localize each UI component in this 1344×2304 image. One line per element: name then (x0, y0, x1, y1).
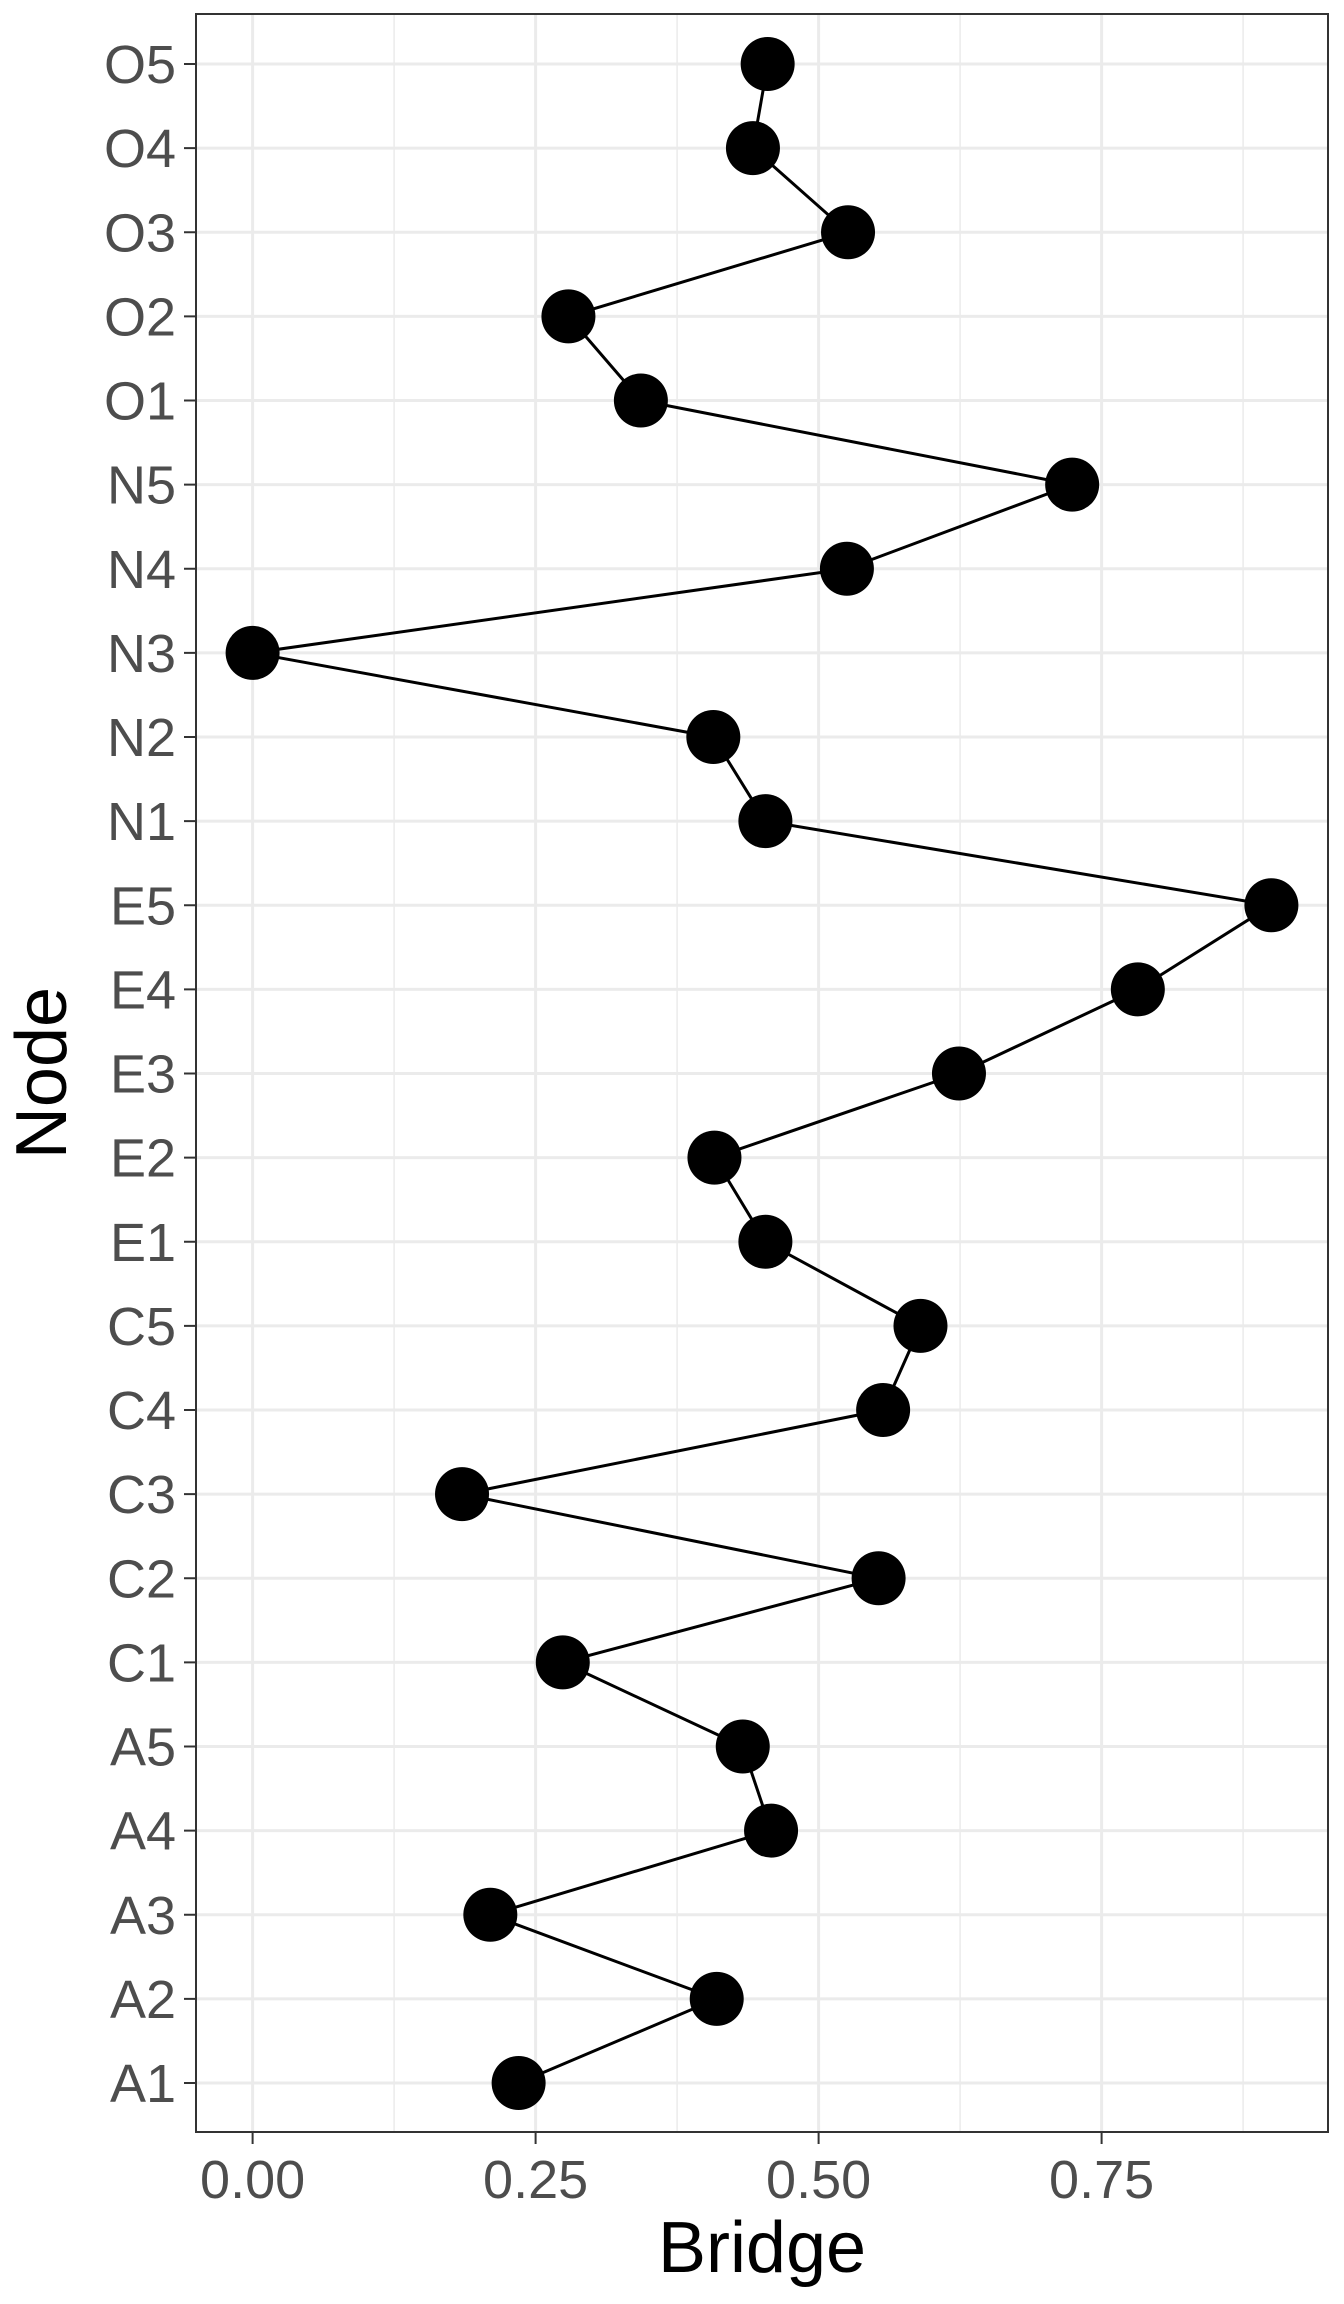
data-point-e3 (931, 1046, 986, 1101)
y-tick-label-c5: C5 (107, 1297, 176, 1357)
data-point-n2 (686, 710, 741, 764)
data-point-a2 (689, 1971, 744, 2026)
data-point-o4 (725, 121, 780, 176)
data-point-n4 (819, 541, 874, 596)
y-tick-label-n4: N4 (107, 540, 176, 600)
data-point-a4 (744, 1803, 799, 1858)
x-axis-title: Bridge (658, 2208, 866, 2288)
y-tick-label-e1: E1 (110, 1213, 176, 1273)
y-tick-label-a5: A5 (110, 1718, 176, 1778)
data-point-a1 (491, 2056, 546, 2110)
data-point-n5 (1045, 457, 1100, 512)
y-tick-label-a1: A1 (110, 2054, 176, 2114)
y-tick-label-n5: N5 (107, 456, 176, 516)
data-point-n1 (738, 794, 793, 849)
y-tick-label-e5: E5 (110, 876, 176, 936)
data-point-c3 (435, 1467, 490, 1522)
data-point-e4 (1110, 962, 1165, 1017)
data-point-a5 (715, 1719, 770, 1774)
y-tick-label-a2: A2 (110, 1970, 176, 2030)
y-tick-label-c3: C3 (107, 1465, 176, 1525)
data-point-n3 (225, 625, 280, 680)
y-tick-label-o3: O3 (104, 203, 176, 263)
y-axis-title: Node (2, 987, 82, 1159)
y-tick-label-e2: E2 (110, 1129, 176, 1189)
data-point-c1 (535, 1635, 590, 1690)
y-tick-label-n1: N1 (107, 792, 176, 852)
y-tick-label-o4: O4 (104, 119, 176, 179)
data-point-e1 (738, 1214, 793, 1269)
y-tick-label-c4: C4 (107, 1381, 176, 1441)
data-point-c2 (851, 1551, 906, 1606)
label-layer: 0.00 0.25 0.50 0.75 A1 A2 A3 A4 A5 C1 C2 C3 C4 C5 E1 E2… (104, 35, 1154, 2210)
y-tick-label-e4: E4 (110, 960, 176, 1020)
data-point-o1 (613, 373, 668, 428)
data-point-e2 (687, 1130, 742, 1185)
data-point-a3 (463, 1887, 518, 1942)
y-tick-label-o2: O2 (104, 287, 176, 347)
y-tick-label-o5: O5 (104, 35, 176, 95)
y-tick-label-e3: E3 (110, 1045, 176, 1105)
y-tick-label-n3: N3 (107, 624, 176, 684)
y-tick-label-a4: A4 (110, 1802, 176, 1862)
y-tick-label-c1: C1 (107, 1633, 176, 1693)
data-point-o2 (541, 289, 596, 344)
data-point-c5 (893, 1298, 948, 1353)
x-tick-label: 0.75 (1049, 2150, 1154, 2210)
tick-layer (184, 63, 1103, 2144)
data-point-c4 (856, 1383, 911, 1437)
y-tick-label-a3: A3 (110, 1886, 176, 1946)
data-point-o3 (821, 205, 876, 260)
point-layer (225, 37, 1299, 2110)
data-point-e5 (1244, 878, 1299, 933)
x-tick-label: 0.25 (483, 2150, 588, 2210)
x-tick-label: 0.00 (200, 2150, 305, 2210)
y-tick-label-o1: O1 (104, 372, 176, 432)
data-point-o5 (740, 37, 795, 91)
y-tick-label-c2: C2 (107, 1549, 176, 1609)
y-tick-label-n2: N2 (107, 708, 176, 768)
x-tick-label: 0.50 (766, 2150, 871, 2210)
